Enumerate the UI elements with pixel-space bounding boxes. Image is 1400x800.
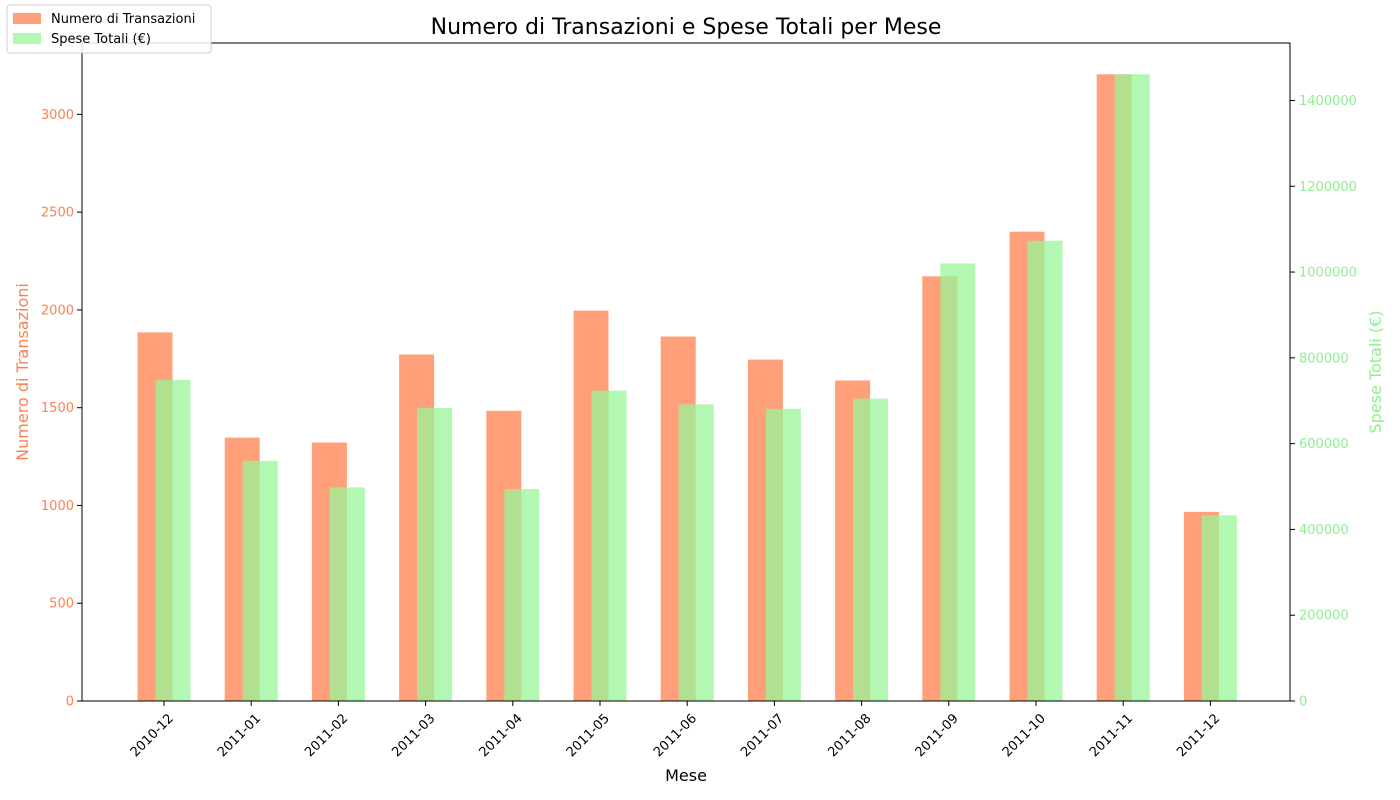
y-left-tick-label: 3000 xyxy=(41,108,74,123)
x-tick-label: 2011-10 xyxy=(1000,711,1049,760)
x-axis-label: Mese xyxy=(665,766,707,785)
y-axis-right: 0 200000 400000 600000 800000 1000000 1200000 1… xyxy=(1290,94,1357,710)
bar-spese-2011-11 xyxy=(1114,74,1150,701)
x-tick-label: 2011-03 xyxy=(389,711,438,760)
x-tick-label: 2011-05 xyxy=(564,711,613,760)
y-left-tick-label: 500 xyxy=(49,597,74,612)
x-tick-label: 2011-11 xyxy=(1087,711,1136,760)
bar-spese-2011-01 xyxy=(242,460,278,701)
bar-spese-2010-12 xyxy=(155,379,191,701)
y-axis-left: 0 500 1000 1500 2000 2500 3000 xyxy=(41,108,82,710)
y-axis-right-label: Spese Totali (€) xyxy=(1366,311,1385,434)
x-tick-label: 2011-07 xyxy=(738,711,787,760)
x-axis: 2010-12 2011-01 2011-02 2011-03 2011-04 2011-… xyxy=(128,701,1223,760)
plot-frame xyxy=(81,42,1291,702)
bar-spese-2011-08 xyxy=(853,398,889,701)
y-right-tick-label: 0 xyxy=(1299,695,1307,710)
bar-spese-2011-09 xyxy=(940,263,976,701)
y-right-tick-label: 1200000 xyxy=(1299,180,1357,195)
y-right-tick-label: 1000000 xyxy=(1299,266,1357,281)
bar-spese-2011-07 xyxy=(765,408,801,701)
bar-spese-2011-04 xyxy=(504,489,540,701)
y-right-tick-label: 1400000 xyxy=(1299,94,1357,109)
legend-label-transazioni: Numero di Transazioni xyxy=(51,12,195,27)
chart-title: Numero di Transazioni e Spese Totali per… xyxy=(431,15,942,40)
legend: Numero di Transazioni Spese Totali (€) xyxy=(6,4,212,54)
bars xyxy=(137,74,1237,702)
x-tick-label: 2011-08 xyxy=(825,711,874,760)
y-right-tick-label: 600000 xyxy=(1299,437,1349,452)
y-axis-left-label: Numero di Transazioni xyxy=(13,283,32,461)
bar-spese-2011-02 xyxy=(329,487,365,701)
y-left-tick-label: 1000 xyxy=(41,499,74,514)
bar-spese-2011-12 xyxy=(1201,515,1237,701)
y-left-tick-label: 2500 xyxy=(41,206,74,221)
y-left-tick-label: 2000 xyxy=(41,303,74,318)
bar-spese-2011-06 xyxy=(678,404,714,701)
x-tick-label: 2010-12 xyxy=(128,711,177,760)
y-right-tick-label: 800000 xyxy=(1299,351,1349,366)
legend-box xyxy=(6,4,212,54)
bar-spese-2011-05 xyxy=(591,390,627,701)
x-tick-label: 2011-04 xyxy=(477,711,526,760)
bar-spese-2011-10 xyxy=(1027,240,1063,701)
x-tick-label: 2011-09 xyxy=(913,711,962,760)
y-right-tick-label: 400000 xyxy=(1299,523,1349,538)
x-tick-label: 2011-02 xyxy=(302,711,351,760)
x-tick-label: 2011-06 xyxy=(651,711,700,760)
legend-swatch-transazioni xyxy=(13,13,41,24)
y-right-tick-label: 200000 xyxy=(1299,609,1349,624)
bar-spese-2011-03 xyxy=(417,408,453,701)
x-tick-label: 2011-12 xyxy=(1174,711,1223,760)
y-left-tick-label: 0 xyxy=(66,695,74,710)
legend-swatch-spese xyxy=(13,33,41,44)
x-tick-label: 2011-01 xyxy=(215,711,264,760)
legend-label-spese: Spese Totali (€) xyxy=(51,32,151,47)
y-left-tick-label: 1500 xyxy=(41,401,74,416)
